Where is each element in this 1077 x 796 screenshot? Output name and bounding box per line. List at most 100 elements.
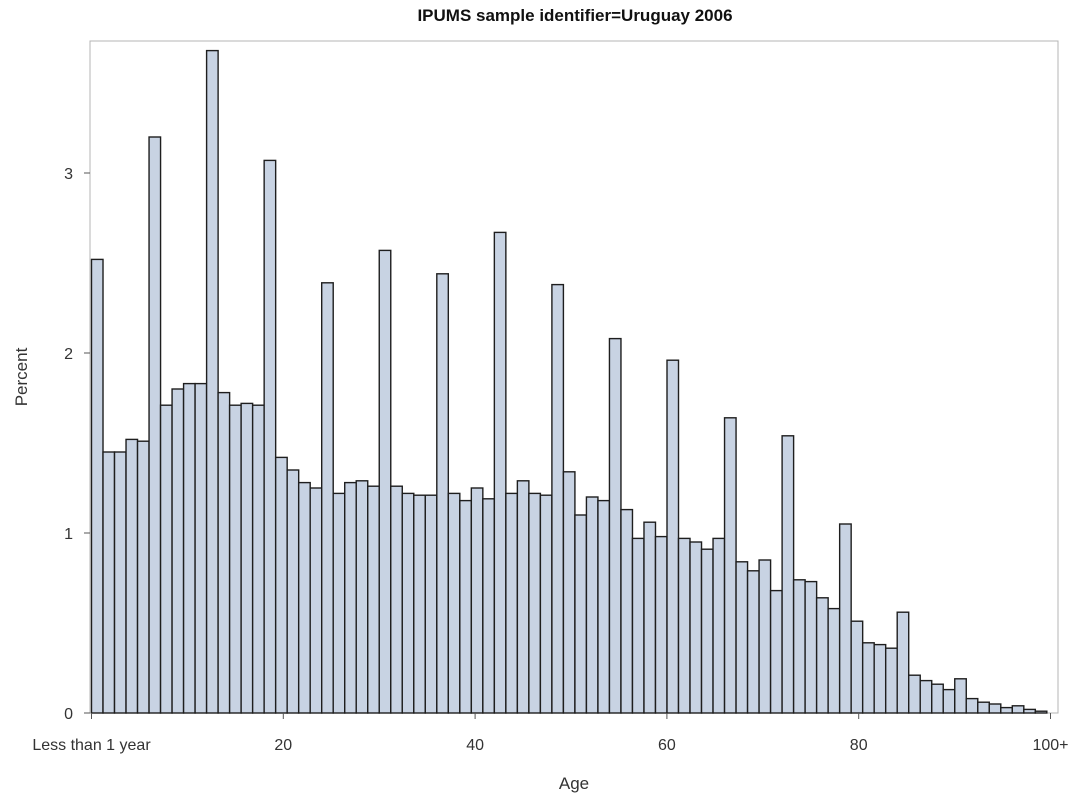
histogram-bar — [205, 49, 219, 714]
x-tick-label: 80 — [850, 737, 868, 754]
histogram-bar — [297, 481, 311, 714]
histogram-bar — [792, 579, 806, 714]
histogram-bar — [908, 674, 921, 714]
y-axis-label: Percent — [12, 347, 31, 406]
histogram-bar — [723, 417, 737, 714]
histogram-bar — [436, 273, 450, 714]
histogram-bar — [574, 514, 588, 714]
histogram-bar — [746, 570, 760, 714]
histogram-bar — [608, 337, 622, 714]
histogram-bar — [700, 548, 714, 714]
bars-group — [90, 49, 1048, 714]
histogram-bar — [769, 589, 783, 714]
histogram-bar — [505, 492, 519, 714]
histogram-bar — [401, 492, 415, 714]
histogram-bar — [597, 499, 611, 714]
histogram-bar — [539, 494, 553, 714]
histogram-bar — [378, 249, 392, 714]
histogram-bar — [884, 647, 898, 714]
histogram-bar — [689, 541, 703, 714]
histogram-bar — [344, 481, 357, 714]
chart-title: IPUMS sample identifier=Uruguay 2006 — [417, 6, 733, 25]
histogram-bar — [781, 435, 795, 714]
histogram-bar — [654, 535, 668, 714]
histogram-bar — [482, 498, 496, 714]
histogram-bar — [562, 471, 576, 714]
histogram-bar — [332, 492, 346, 714]
histogram-bar — [159, 404, 173, 714]
histogram-bar — [620, 508, 634, 714]
histogram-bar — [470, 487, 484, 714]
histogram-bar — [931, 683, 944, 714]
y-tick-label: 0 — [64, 706, 73, 723]
histogram-bar — [228, 404, 242, 714]
histogram-bar — [194, 382, 208, 714]
histogram-bar — [1000, 706, 1013, 714]
y-tick-label: 2 — [64, 346, 73, 363]
histogram-bar — [965, 697, 979, 714]
histogram-bar — [850, 620, 864, 714]
histogram-bar — [286, 469, 300, 714]
histogram-bar — [459, 499, 473, 714]
y-tick-label: 1 — [64, 526, 73, 543]
histogram-bar — [551, 283, 565, 714]
histogram-bar — [1011, 705, 1025, 714]
histogram-bar — [528, 492, 542, 714]
histogram-bar — [90, 258, 104, 714]
histogram-bar — [919, 679, 933, 714]
histogram-bar — [125, 438, 139, 714]
x-tick-label: 60 — [658, 737, 676, 754]
y-axis: 0 1 2 3 — [64, 166, 90, 723]
x-tick-label: Less than 1 year — [32, 737, 151, 754]
histogram-bar — [148, 136, 162, 714]
histogram-bar — [677, 537, 691, 714]
x-axis: Less than 1 year 20 40 60 80 100+ — [32, 713, 1069, 754]
histogram-bar — [804, 580, 818, 714]
histogram-bar — [1023, 708, 1037, 714]
histogram-bar — [171, 388, 185, 714]
histogram-bar — [390, 485, 403, 714]
histogram-bar — [240, 402, 254, 714]
histogram-bar — [827, 607, 841, 714]
histogram-bar — [988, 703, 1002, 714]
histogram-bar — [355, 480, 369, 714]
y-tick-label: 3 — [64, 166, 73, 183]
x-tick-label: 40 — [466, 737, 484, 754]
histogram-bar — [873, 643, 887, 714]
histogram-bar — [217, 391, 231, 714]
histogram-bar — [251, 404, 265, 714]
histogram-bar — [815, 597, 829, 714]
histogram-bar — [838, 523, 852, 714]
histogram-bar — [1034, 710, 1048, 714]
histogram-bar — [666, 359, 680, 714]
histogram-bar — [113, 451, 127, 714]
histogram-bar — [942, 688, 956, 714]
x-axis-label: Age — [559, 774, 589, 793]
histogram-bar — [321, 282, 334, 714]
histogram-bar — [413, 494, 426, 714]
x-tick-label: 100+ — [1032, 737, 1068, 754]
histogram-bar — [102, 451, 116, 714]
x-tick-label: 20 — [274, 737, 292, 754]
histogram-bar — [643, 521, 657, 714]
histogram-bar — [954, 678, 967, 714]
histogram-bar — [424, 494, 438, 714]
histogram-bar — [712, 537, 726, 714]
histogram-bar — [447, 492, 461, 714]
histogram-bar — [977, 701, 990, 714]
histogram-bar — [758, 559, 772, 714]
histogram-bar — [516, 480, 530, 714]
histogram-bar — [309, 487, 323, 714]
histogram-bar — [631, 537, 645, 714]
histogram-bar — [182, 382, 196, 714]
histogram-bar — [896, 611, 910, 714]
histogram-bar — [136, 440, 150, 714]
histogram-bar — [861, 642, 875, 714]
histogram-bar — [493, 231, 507, 714]
histogram-bar — [367, 485, 380, 714]
histogram-bar — [274, 456, 288, 714]
histogram-bar — [263, 159, 277, 714]
histogram-bar — [585, 496, 599, 714]
histogram-bar — [735, 561, 749, 714]
